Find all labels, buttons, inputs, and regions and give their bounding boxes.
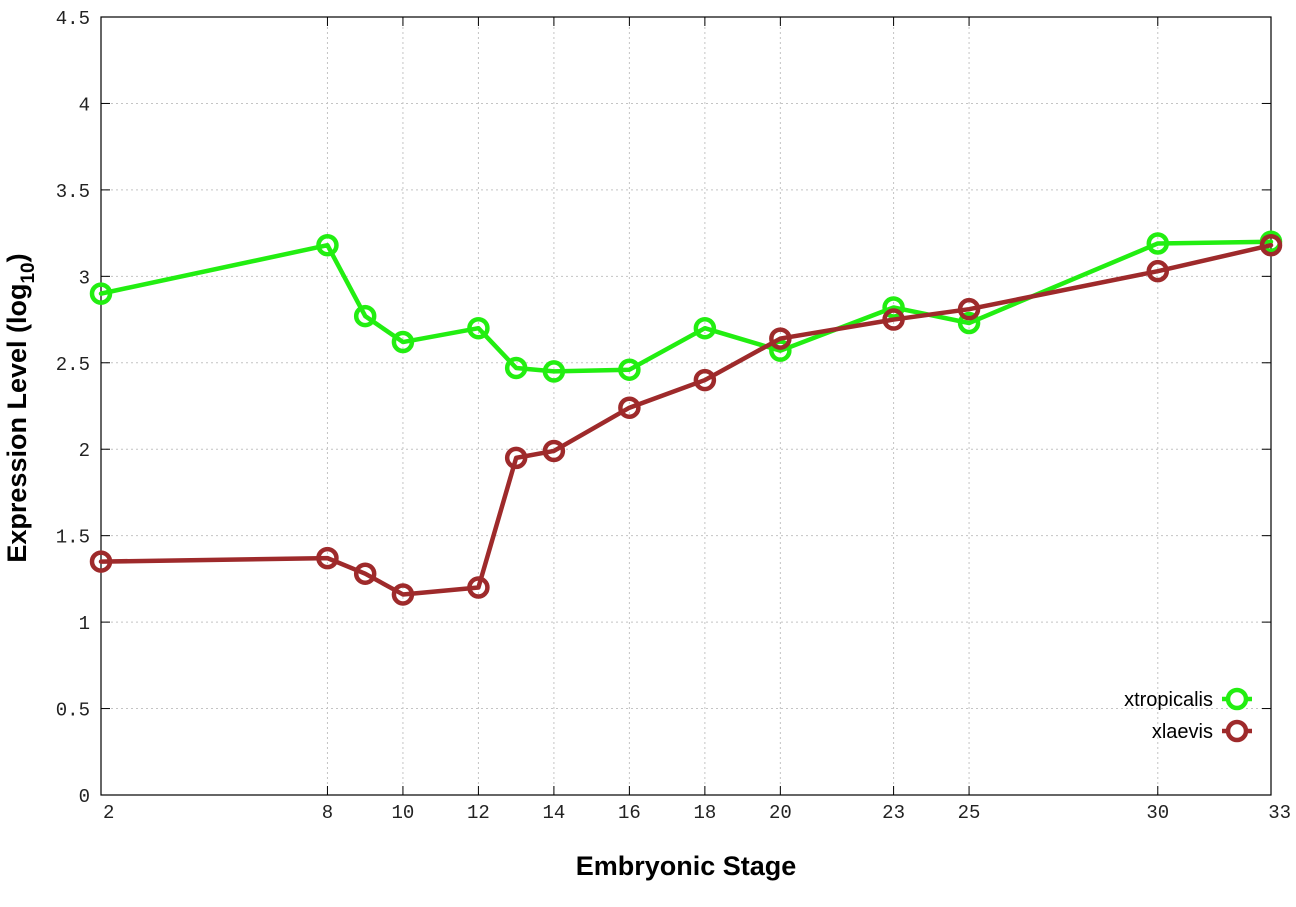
data-point-xlaevis	[1146, 259, 1170, 283]
data-point-xtropicalis	[1146, 232, 1170, 255]
x-tick-label: 10	[392, 802, 415, 824]
data-point-xlaevis	[769, 327, 792, 350]
y-tick-label: 3	[79, 267, 90, 289]
data-point-xtropicalis	[467, 316, 490, 340]
y-axis-title-close: )	[2, 253, 32, 262]
data-point-xtropicalis	[89, 282, 113, 305]
data-point-xlaevis	[693, 368, 717, 392]
data-point-xtropicalis	[618, 358, 641, 381]
data-point-xlaevis	[391, 583, 415, 606]
series-lines	[89, 230, 1283, 606]
data-point-xlaevis	[504, 446, 528, 470]
x-tick-label: 30	[1146, 802, 1169, 824]
x-tick-label: 18	[693, 802, 716, 824]
y-tick-label: 4	[79, 94, 90, 116]
x-tick-label: 8	[322, 802, 333, 824]
x-tick-label: 25	[958, 802, 981, 824]
data-point-xtropicalis	[882, 296, 905, 319]
data-point-xtropicalis	[353, 304, 377, 328]
legend-swatch-marker-xtropicalis	[1225, 687, 1249, 711]
data-point-xlaevis	[957, 297, 981, 321]
legend-label-xlaevis: xlaevis	[1152, 721, 1213, 743]
data-point-xlaevis	[1259, 233, 1283, 257]
series-line-xlaevis	[98, 242, 1274, 597]
data-point-xlaevis	[89, 550, 113, 573]
data-point-xlaevis	[316, 546, 339, 570]
x-tick-label: 12	[467, 802, 490, 824]
data-point-xtropicalis	[957, 311, 981, 335]
x-axis-title: Embryonic Stage	[576, 851, 797, 881]
y-tick-label: 2.5	[56, 354, 90, 376]
y-tick-label: 1.5	[56, 527, 90, 549]
plot-frame	[100, 16, 1272, 796]
x-tick-label: 23	[882, 802, 905, 824]
data-point-xtropicalis	[316, 233, 339, 257]
grid-lines	[101, 17, 1271, 795]
y-axis-title: Expression Level (log10)	[2, 253, 39, 562]
data-point-xlaevis	[467, 576, 490, 599]
y-axis-title-main: Expression Level (log	[2, 284, 32, 563]
data-point-xlaevis	[882, 308, 905, 331]
legend-label-xtropicalis: xtropicalis	[1124, 689, 1213, 711]
x-tick-label: 16	[618, 802, 641, 824]
legend-swatch-marker-xlaevis	[1225, 719, 1249, 743]
data-point-xtropicalis	[504, 356, 528, 380]
x-axis-ticks: 2 8 10 12 14 16 18 20 23 25 30 33	[100, 17, 1291, 824]
x-tick-label: 33	[1268, 802, 1291, 824]
y-tick-label: 0.5	[56, 700, 90, 722]
x-tick-label: 20	[769, 802, 792, 824]
x-tick-label: 2	[103, 802, 114, 824]
data-point-xtropicalis	[693, 316, 717, 340]
series-line-xtropicalis	[98, 239, 1274, 374]
data-point-xtropicalis	[542, 360, 566, 383]
legend: xtropicalis xlaevis	[1124, 687, 1252, 743]
y-tick-label: 3.5	[56, 181, 90, 203]
y-tick-label: 1	[79, 613, 90, 635]
data-point-xtropicalis	[391, 330, 415, 354]
y-tick-label: 4.5	[56, 8, 90, 30]
x-tick-label: 14	[542, 802, 565, 824]
data-point-xlaevis	[353, 562, 377, 585]
y-axis-ticks: 0 0.5 1 1.5 2 2.5 3 3.5 4 4.5	[56, 8, 1271, 808]
y-tick-label: 2	[79, 440, 90, 462]
data-point-xtropicalis	[769, 339, 792, 362]
y-axis-title-subscript: 10	[18, 262, 39, 283]
data-point-xlaevis	[542, 439, 566, 463]
y-tick-label: 0	[79, 786, 90, 808]
data-point-xlaevis	[618, 396, 641, 419]
